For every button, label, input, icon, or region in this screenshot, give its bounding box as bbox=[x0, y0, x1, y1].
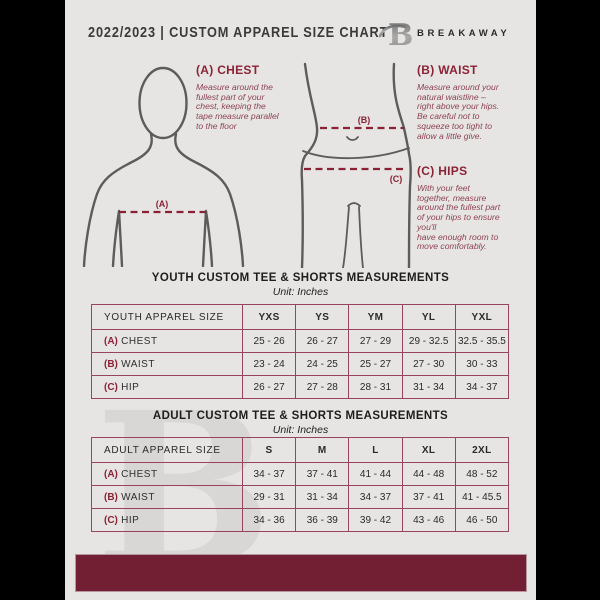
youth-size-table-cell-1-2: 25 - 27 bbox=[348, 352, 403, 376]
waist-instructions: Measure around your natural waistline – … bbox=[417, 82, 500, 141]
adult-size-table-cell-1-4: 41 - 45.5 bbox=[454, 485, 510, 509]
youth-size-table-cell-0-1: 26 - 27 bbox=[295, 329, 350, 353]
adult-size-table-size-label: ADULT APPAREL SIZE bbox=[91, 437, 243, 463]
adult-size-table-row-label-2: (C) HIP bbox=[91, 508, 243, 532]
size-chart-page: B 2022/2023 | CUSTOM APPAREL SIZE CHART … bbox=[65, 0, 536, 600]
youth-size-table-row-label-1: (B) WAIST bbox=[91, 352, 243, 376]
adult-size-table-row-hip: (C) HIP 34 - 36 36 - 39 39 - 42 43 - 46 46 - … bbox=[91, 508, 510, 532]
youth-size-table-column-header-3: YL bbox=[401, 304, 456, 330]
adult-size-table-column-header-4: 2XL bbox=[454, 437, 510, 463]
adult-size-table-grid: ADULT APPAREL SIZE S M L XL 2XL (A) CHEST 34 - … bbox=[91, 437, 510, 532]
chest-instructions: Measure around the fullest part of your … bbox=[196, 82, 279, 131]
youth-table-unit: Unit: Inches bbox=[272, 286, 329, 298]
youth-size-table-cell-2-0: 26 - 27 bbox=[241, 375, 297, 399]
youth-table-title: YOUTH CUSTOM TEE & SHORTS MEASUREMENTS bbox=[151, 272, 450, 284]
chest-heading: (A) CHEST bbox=[196, 63, 260, 77]
adult-size-table-row-chest: (A) CHEST 34 - 37 37 - 41 41 - 44 44 - 48 48 … bbox=[91, 462, 510, 486]
adult-size-table-column-header-3: XL bbox=[401, 437, 456, 463]
youth-size-table-cell-2-2: 28 - 31 bbox=[348, 375, 403, 399]
adult-table-title: ADULT CUSTOM TEE & SHORTS MEASUREMENTS bbox=[152, 410, 449, 422]
adult-size-table-cell-0-0: 34 - 37 bbox=[241, 462, 297, 486]
youth-size-table-cell-1-1: 24 - 25 bbox=[295, 352, 350, 376]
adult-size-table-cell-0-1: 37 - 41 bbox=[295, 462, 350, 486]
youth-size-table-cell-1-4: 30 - 33 bbox=[454, 352, 510, 376]
adult-size-table-row-label-0: (A) CHEST bbox=[91, 462, 243, 486]
youth-size-table-cell-0-4: 32.5 - 35.5 bbox=[454, 329, 510, 353]
adult-size-table-cell-2-0: 34 - 36 bbox=[241, 508, 297, 532]
youth-size-table-column-header-4: YXL bbox=[454, 304, 510, 330]
hips-heading: (C) HIPS bbox=[417, 164, 468, 178]
adult-size-table-cell-1-2: 34 - 37 bbox=[348, 485, 403, 509]
youth-size-table-row-label-0: (A) CHEST bbox=[91, 329, 243, 353]
adult-size-table-column-header-2: L bbox=[348, 437, 403, 463]
youth-size-table-cell-1-3: 27 - 30 bbox=[401, 352, 456, 376]
youth-size-table-row-hip: (C) HIP 26 - 27 27 - 28 28 - 31 31 - 34 34 - … bbox=[91, 375, 510, 399]
youth-size-table-row-label-2: (C) HIP bbox=[91, 375, 243, 399]
youth-size-table-cell-0-3: 29 - 32.5 bbox=[401, 329, 456, 353]
youth-size-table-cell-2-4: 34 - 37 bbox=[454, 375, 510, 399]
youth-size-table-cell-2-3: 31 - 34 bbox=[401, 375, 456, 399]
adult-size-table-cell-0-3: 44 - 48 bbox=[401, 462, 456, 486]
adult-size-table-cell-0-2: 41 - 44 bbox=[348, 462, 403, 486]
adult-size-table-row-label-1: (B) WAIST bbox=[91, 485, 243, 509]
adult-size-table-cell-1-0: 29 - 31 bbox=[241, 485, 297, 509]
chest-marker-label: (A) bbox=[156, 199, 169, 209]
youth-size-table-column-header-2: YM bbox=[348, 304, 403, 330]
youth-size-table-cell-0-0: 25 - 26 bbox=[241, 329, 297, 353]
hips-marker-label: (C) bbox=[390, 174, 403, 184]
adult-size-table-cell-1-3: 37 - 41 bbox=[401, 485, 456, 509]
adult-size-table-cell-2-4: 46 - 50 bbox=[454, 508, 510, 532]
waist-heading: (B) WAIST bbox=[417, 63, 478, 77]
page-title: 2022/2023 | CUSTOM APPAREL SIZE CHART bbox=[88, 24, 389, 41]
adult-size-table-column-header-1: M bbox=[295, 437, 350, 463]
waist-marker-label: (B) bbox=[358, 115, 371, 125]
adult-table-unit: Unit: Inches bbox=[272, 424, 329, 436]
youth-size-table-cell-2-1: 27 - 28 bbox=[295, 375, 350, 399]
adult-size-table-cell-2-2: 39 - 42 bbox=[348, 508, 403, 532]
youth-size-table-column-header-1: YS bbox=[295, 304, 350, 330]
svg-text:B: B bbox=[388, 18, 413, 53]
hips-instructions: With your feet together, measure around … bbox=[417, 183, 501, 252]
youth-size-table-row-waist: (B) WAIST 23 - 24 24 - 25 25 - 27 27 - 30 30 … bbox=[91, 352, 510, 376]
youth-size-table-cell-1-0: 23 - 24 bbox=[241, 352, 297, 376]
youth-size-table: YOUTH APPAREL SIZE YXS YS YM YL YXL (A) CHEST 2… bbox=[91, 304, 510, 399]
adult-size-table-column-header-0: S bbox=[241, 437, 297, 463]
youth-size-table-size-label: YOUTH APPAREL SIZE bbox=[91, 304, 243, 330]
upper-body-figure: (A) bbox=[82, 66, 245, 267]
adult-size-table-row-waist: (B) WAIST 29 - 31 31 - 34 34 - 37 37 - 41 41 … bbox=[91, 485, 510, 509]
adult-size-table-cell-2-3: 43 - 46 bbox=[401, 508, 456, 532]
brand-name: BREAKAWAY bbox=[417, 28, 511, 39]
breakaway-logo-icon: B bbox=[379, 18, 413, 53]
youth-size-table-row-chest: (A) CHEST 25 - 26 26 - 27 27 - 29 29 - 32.5 3… bbox=[91, 329, 510, 353]
footer-bar bbox=[75, 554, 527, 592]
adult-size-table-cell-0-4: 48 - 52 bbox=[454, 462, 510, 486]
adult-size-table-cell-1-1: 31 - 34 bbox=[295, 485, 350, 509]
youth-size-table-column-header-0: YXS bbox=[241, 304, 297, 330]
youth-size-table-cell-0-2: 27 - 29 bbox=[348, 329, 403, 353]
adult-size-table-cell-2-1: 36 - 39 bbox=[295, 508, 350, 532]
lower-body-figure: (B) (C) bbox=[300, 62, 412, 268]
youth-size-table-grid: YOUTH APPAREL SIZE YXS YS YM YL YXL (A) CHEST 2… bbox=[91, 304, 510, 399]
adult-size-table: ADULT APPAREL SIZE S M L XL 2XL (A) CHEST 34 - … bbox=[91, 437, 510, 532]
